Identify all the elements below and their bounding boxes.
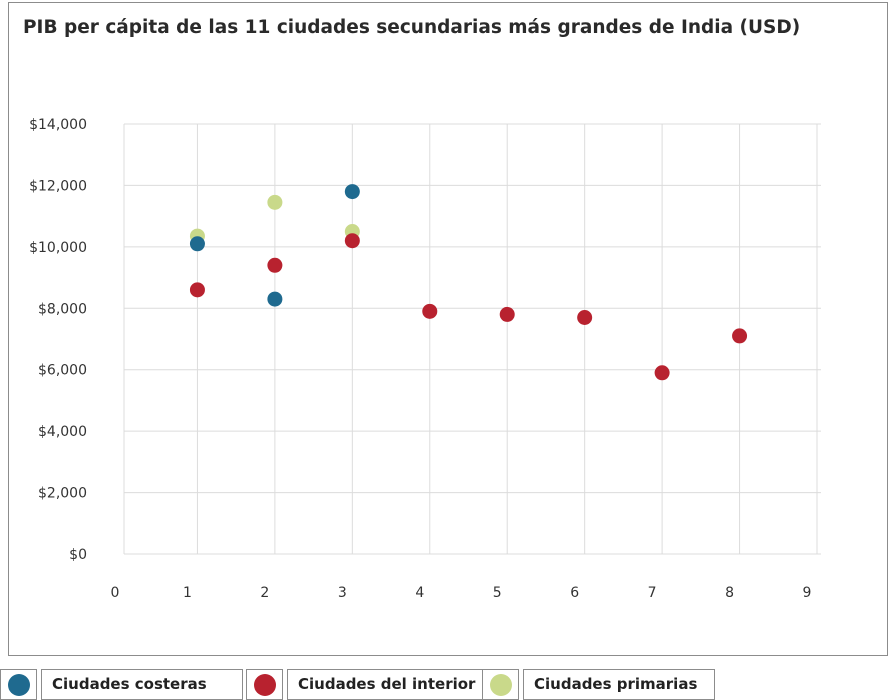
legend-swatch-icon [490, 674, 512, 696]
data-point [654, 365, 670, 381]
y-tick-label: $8,000 [38, 301, 87, 317]
legend-label: Ciudades primarias [523, 669, 715, 700]
legend-swatch-box [246, 669, 283, 700]
data-point [577, 310, 593, 325]
y-tick-label: $6,000 [38, 363, 87, 379]
data-point [267, 194, 283, 210]
data-point [499, 306, 515, 322]
scatter-plot: $0 $2,000 $4,000 $6,000 $8,000 $10,000 $12,000… [29, 117, 821, 601]
data-points [189, 184, 748, 381]
data-point [189, 282, 205, 298]
y-tick-label: $4,000 [38, 424, 87, 440]
y-tick-label: $10,000 [29, 240, 87, 256]
x-tick-label: 3 [338, 585, 347, 601]
x-tick-label: 4 [415, 585, 424, 601]
legend-label: Ciudades del interior [287, 669, 483, 700]
legend-label: Ciudades costeras [41, 669, 243, 700]
chart-title: PIB per cápita de las 11 ciudades secund… [23, 17, 801, 38]
y-tick-label: $12,000 [29, 178, 87, 194]
x-tick-label: 2 [260, 585, 269, 601]
data-point [267, 257, 283, 273]
y-tick-label: $14,000 [29, 117, 87, 133]
data-point [344, 184, 360, 200]
legend-swatch-box [482, 669, 519, 700]
x-tick-label: 7 [648, 585, 657, 601]
data-point [732, 328, 748, 344]
legend-swatch-box [0, 669, 37, 700]
grid [123, 123, 821, 555]
legend-swatch-icon [254, 674, 276, 696]
x-tick-label: 8 [725, 585, 734, 601]
x-tick-label: 5 [493, 585, 502, 601]
y-tick-label: $0 [69, 547, 87, 563]
legend-swatch-icon [8, 674, 30, 696]
x-tick-label: 6 [570, 585, 579, 601]
data-point [189, 236, 205, 252]
axis-ticks: $0 $2,000 $4,000 $6,000 $8,000 $10,000 $12,000… [29, 117, 811, 601]
legend: Ciudades costeras Ciudades del interior Ci… [0, 669, 891, 700]
data-point [344, 233, 360, 249]
x-tick-label: 1 [183, 585, 192, 601]
x-tick-label: 9 [803, 585, 812, 601]
y-tick-label: $2,000 [38, 486, 87, 502]
data-point [422, 303, 438, 319]
x-tick-label: 0 [111, 585, 120, 601]
data-point [267, 291, 283, 307]
